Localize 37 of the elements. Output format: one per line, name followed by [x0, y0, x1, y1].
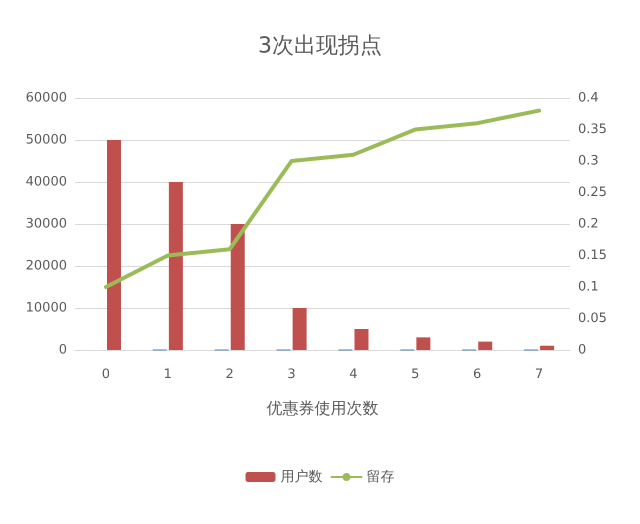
chart-title: 3次出现拐点 [258, 34, 382, 58]
line-series [104, 108, 542, 289]
y-tick-label: 50000 [26, 132, 67, 148]
y2-tick-label: 0.25 [578, 185, 607, 200]
x-tick-label: 6 [473, 367, 482, 382]
x-tick-label: 2 [226, 367, 234, 382]
x-tick-label: 3 [287, 367, 296, 382]
y2-tick-label: 0.3 [578, 154, 599, 168]
bar [230, 224, 245, 350]
y-tick-label: 10000 [26, 300, 67, 316]
bar [106, 140, 121, 350]
y-tick-label: 20000 [26, 258, 67, 274]
x-tick-label: 4 [349, 367, 358, 382]
legend-label: 留存 [366, 469, 394, 485]
legend-label: 用户数 [280, 469, 322, 485]
y2-tick-label: 0.4 [578, 90, 599, 106]
bar [540, 346, 554, 350]
x-tick-label: 0 [102, 367, 110, 382]
bar [416, 337, 430, 350]
y2-tick-label: 0.05 [578, 311, 607, 326]
x-axis-title: 优惠券使用次数 [266, 398, 378, 418]
bar [168, 182, 183, 350]
y2-tick-label: 0.1 [578, 280, 599, 294]
y-tick-label: 0 [58, 342, 67, 358]
y2-tick-label: 0.15 [578, 248, 607, 263]
x-tick-label: 7 [534, 367, 544, 382]
y-tick-label: 30000 [26, 216, 67, 232]
bar [292, 308, 307, 350]
y-tick-label: 60000 [26, 90, 67, 106]
x-tick-label: 1 [164, 367, 172, 382]
y2-tick-label: 0.2 [578, 216, 599, 232]
y2-tick-label: 0 [578, 342, 586, 358]
bar [354, 329, 368, 350]
y2-tick-label: 0.35 [578, 122, 607, 137]
bar [478, 342, 492, 350]
x-tick-label: 5 [411, 367, 420, 382]
y-tick-label: 40000 [26, 174, 67, 190]
